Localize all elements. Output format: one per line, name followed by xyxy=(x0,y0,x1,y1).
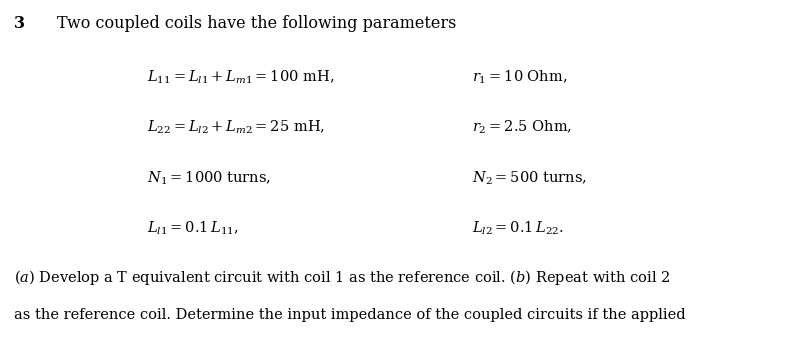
Text: $L_{22} = L_{l2} + L_{m2} = 25$ mH,: $L_{22} = L_{l2} + L_{m2} = 25$ mH, xyxy=(147,119,325,136)
Text: Two coupled coils have the following parameters: Two coupled coils have the following par… xyxy=(57,15,457,32)
Text: $L_{l1} = 0.1\, L_{11}$,: $L_{l1} = 0.1\, L_{11}$, xyxy=(147,220,239,237)
Text: $N_2 = 500$ turns,: $N_2 = 500$ turns, xyxy=(472,169,588,187)
Text: $r_2 = 2.5$ Ohm,: $r_2 = 2.5$ Ohm, xyxy=(472,119,572,136)
Text: $N_1 = 1000$ turns,: $N_1 = 1000$ turns, xyxy=(147,169,271,187)
Text: $(a)$ Develop a T equivalent circuit with coil 1 as the reference coil. $(b)$ Re: $(a)$ Develop a T equivalent circuit wit… xyxy=(14,268,671,287)
Text: 3: 3 xyxy=(14,15,25,32)
Text: as the reference coil. Determine the input impedance of the coupled circuits if : as the reference coil. Determine the inp… xyxy=(14,308,686,322)
Text: $r_1 = 10$ Ohm,: $r_1 = 10$ Ohm, xyxy=(472,68,568,86)
Text: $L_{l2} = 0.1\, L_{22}$.: $L_{l2} = 0.1\, L_{22}$. xyxy=(472,220,565,237)
Text: $L_{11} = L_{l1} + L_{m1} =100$ mH,: $L_{11} = L_{l1} + L_{m1} =100$ mH, xyxy=(147,68,334,86)
